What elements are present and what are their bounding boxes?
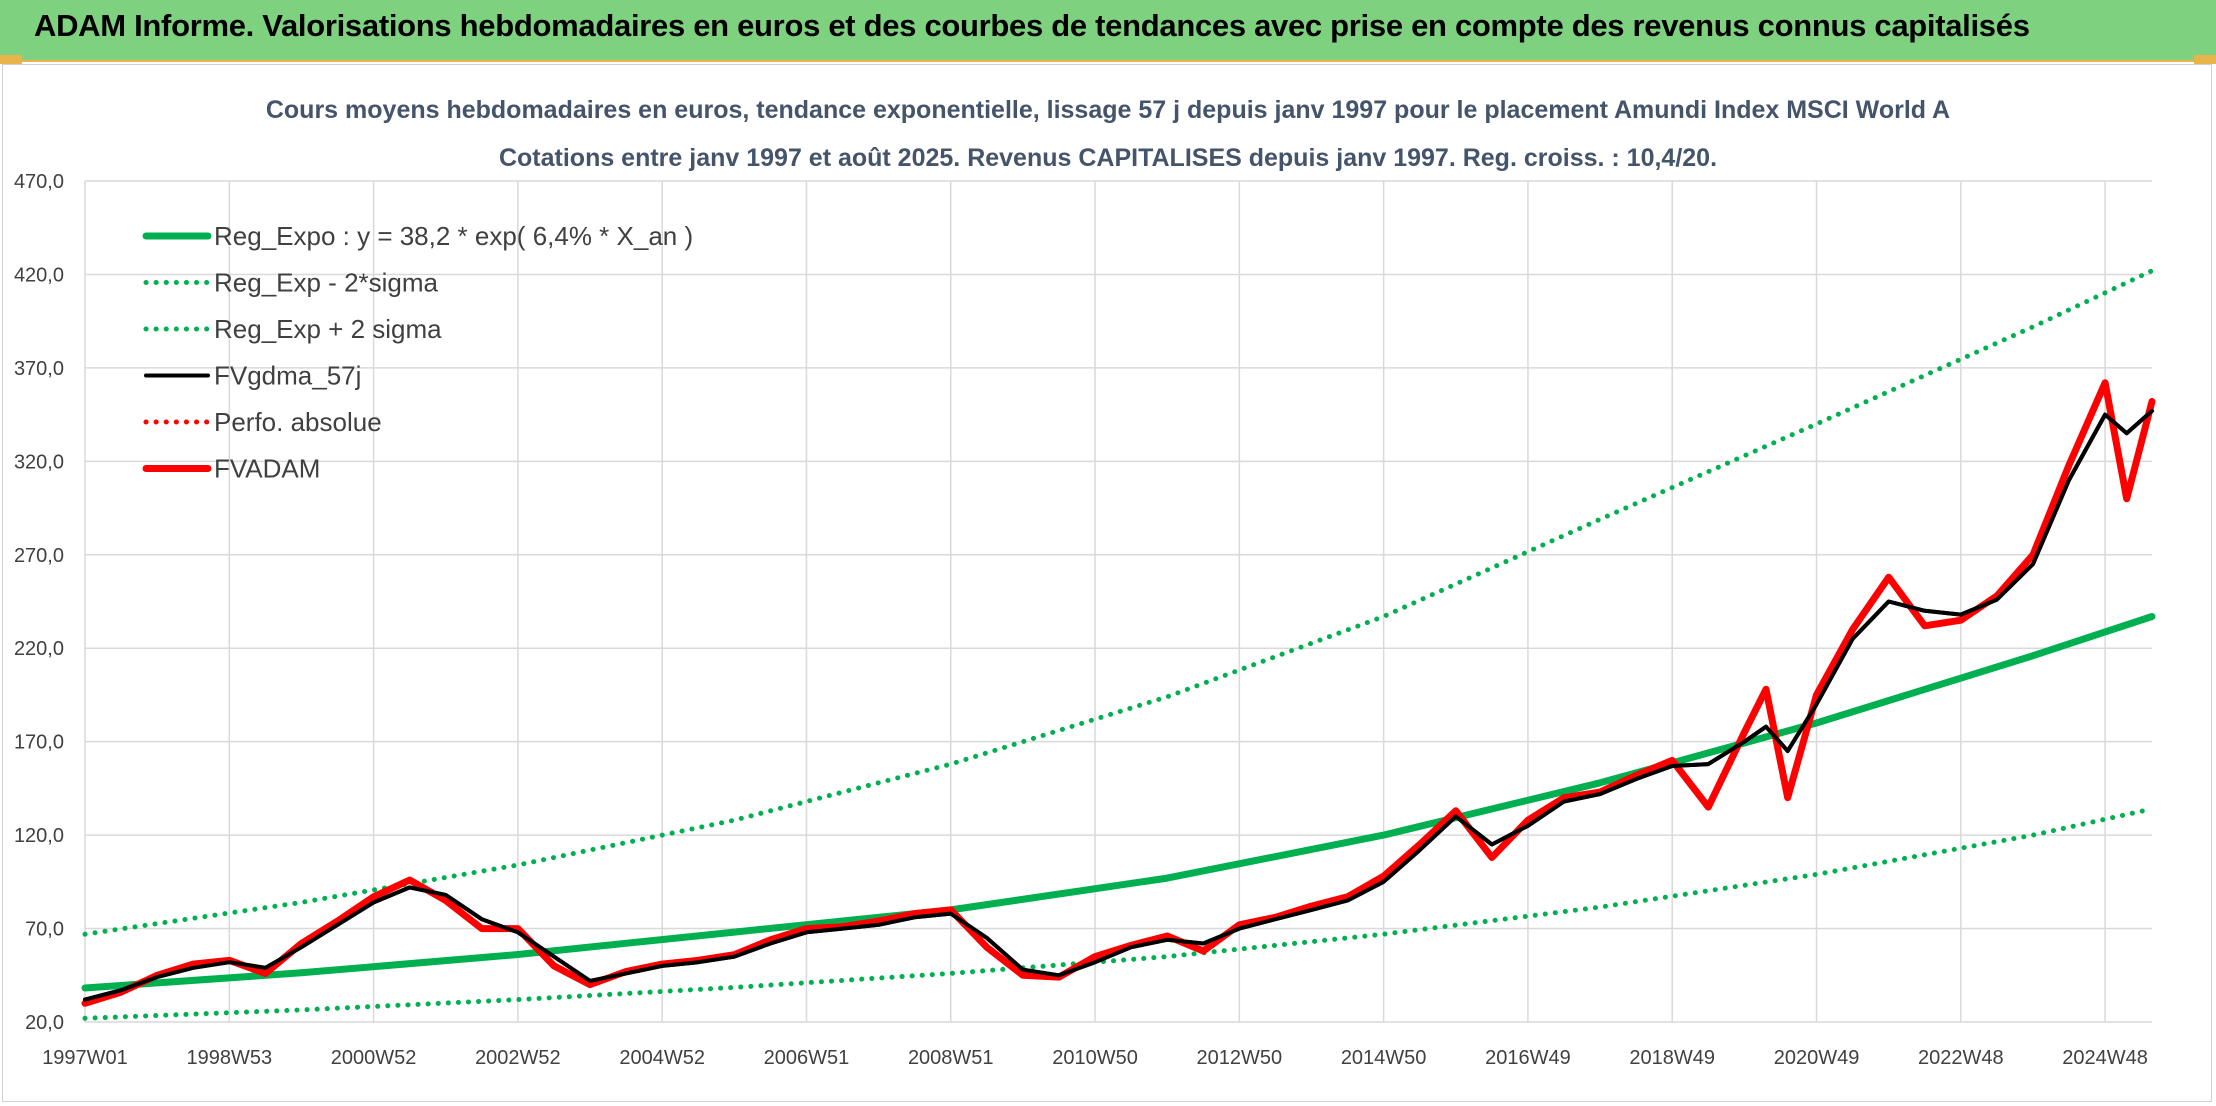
- legend-label-2: Reg_Exp + 2 sigma: [214, 314, 442, 344]
- legend-label-5: FVADAM: [214, 454, 320, 484]
- x-tick-label: 2006W51: [764, 1047, 850, 1069]
- y-tick-label: 220,0: [14, 638, 64, 660]
- x-tick-label: 2024W48: [2062, 1047, 2148, 1069]
- y-tick-label: 170,0: [14, 732, 64, 754]
- series-line-1: [82, 806, 2155, 1021]
- report-banner: ADAM Informe. Valorisations hebdomadaire…: [0, 0, 2216, 62]
- y-tick-label: 420,0: [14, 264, 64, 286]
- legend-label-4: Perfo. absolue: [214, 407, 382, 437]
- y-tick-label: 320,0: [14, 451, 64, 473]
- series-line-2: [82, 268, 2155, 937]
- series-line-3: [83, 408, 2154, 1002]
- chart-frame: [2, 64, 2212, 1102]
- series-line-3: [83, 408, 2154, 1002]
- chart-legend: Reg_Expo : y = 38,2 * exp( 6,4% * X_an )…: [142, 221, 693, 484]
- series-layer: [81, 268, 2156, 1021]
- y-tick-label: 20,0: [25, 1012, 64, 1034]
- x-tick-label: 2008W51: [908, 1047, 994, 1069]
- legend-label-3: FVgdma_57j: [214, 361, 361, 391]
- corner-accent-left: [0, 55, 22, 64]
- report-title: ADAM Informe. Valorisations hebdomadaire…: [34, 8, 2030, 43]
- y-tick-label: 270,0: [14, 545, 64, 567]
- x-tick-label: 2012W50: [1197, 1047, 1283, 1069]
- tick-layer: 20,0 70,0 120,0 170,0 220,0 270,0 320,0 370,0 42…: [14, 171, 2148, 1069]
- series-line-5: [81, 379, 2156, 1007]
- x-tick-label: 2000W52: [331, 1047, 417, 1069]
- y-tick-label: 370,0: [14, 358, 64, 380]
- x-tick-label: 2022W48: [1918, 1047, 2004, 1069]
- x-tick-label: 2010W50: [1052, 1047, 1138, 1069]
- series-line-4: [82, 380, 2155, 1006]
- chart-subtitle: Cotations entre janv 1997 et août 2025. …: [499, 144, 1717, 172]
- x-tick-label: 1998W53: [186, 1047, 272, 1069]
- y-tick-label: 70,0: [25, 919, 64, 941]
- x-tick-label: 2014W50: [1341, 1047, 1427, 1069]
- x-tick-label: 2004W52: [619, 1047, 705, 1069]
- chart-title: Cours moyens hebdomadaires en euros, ten…: [266, 96, 1950, 124]
- y-tick-label: 470,0: [14, 171, 64, 193]
- legend-label-1: Reg_Exp - 2*sigma: [214, 268, 439, 298]
- corner-accent-right: [2194, 55, 2216, 64]
- x-tick-label: 2020W49: [1774, 1047, 1860, 1069]
- series-line-0: [81, 613, 2156, 992]
- x-tick-label: 2002W52: [475, 1047, 561, 1069]
- legend-label-0: Reg_Expo : y = 38,2 * exp( 6,4% * X_an ): [214, 221, 693, 251]
- y-tick-label: 120,0: [14, 825, 64, 847]
- x-tick-label: 2018W49: [1629, 1047, 1715, 1069]
- x-tick-label: 1997W01: [42, 1047, 128, 1069]
- grid-layer: [84, 180, 2152, 1023]
- x-tick-label: 2016W49: [1485, 1047, 1571, 1069]
